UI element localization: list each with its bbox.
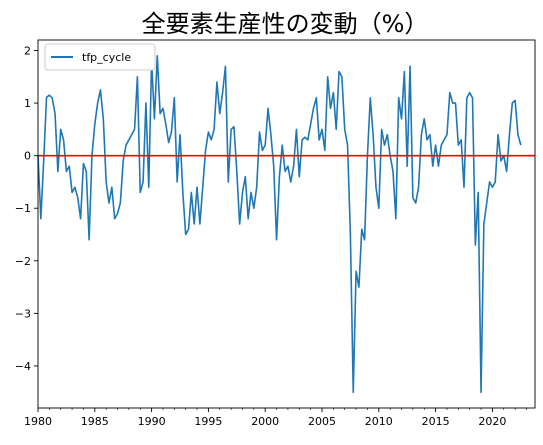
- axes: −4 −3 −2 −1 0 1 2 1980 1985 1990 1995 2000 2005 2010 2…: [15, 39, 536, 428]
- y-tick-label: 2: [24, 45, 31, 58]
- x-tick-label: 1980: [24, 415, 52, 428]
- x-tick-label: 2020: [478, 415, 506, 428]
- y-tick-label: −3: [15, 307, 31, 320]
- x-tick-label: 2005: [308, 415, 336, 428]
- x-tick-label: 1995: [194, 415, 222, 428]
- plot-area: [37, 54, 535, 394]
- series-line-tfp_cycle: [37, 54, 522, 394]
- legend-frame: [44, 43, 156, 71]
- x-tick-label: 1990: [138, 415, 166, 428]
- plot-frame: [37, 39, 536, 409]
- x-tick-label: 2000: [251, 415, 279, 428]
- y-tick-label: 1: [24, 97, 31, 110]
- legend: tfp_cycle: [44, 43, 156, 71]
- x-tick-label: 1985: [81, 415, 109, 428]
- legend-label: tfp_cycle: [82, 51, 131, 64]
- y-tick-label: −1: [15, 202, 31, 215]
- x-tick-label: 2015: [422, 415, 450, 428]
- chart-title: 全要素生産性の変動（%）: [142, 10, 429, 38]
- y-tick-label: 0: [24, 150, 31, 163]
- x-tick-label: 2010: [365, 415, 393, 428]
- y-tick-label: −2: [15, 255, 31, 268]
- y-tick-label: −4: [15, 360, 31, 373]
